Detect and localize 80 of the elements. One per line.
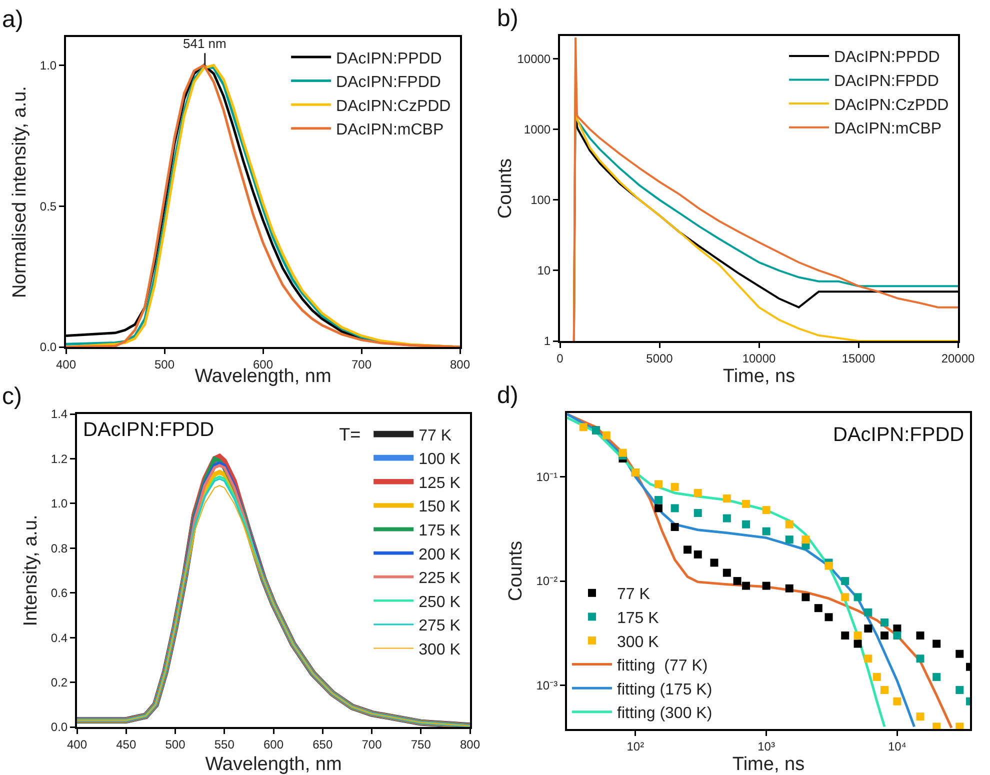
legend-label: 300 K [617,634,660,651]
legend-label: 200 K [418,546,461,564]
x-tick-label: 450 [116,737,136,752]
legend-label: 100 K [418,451,461,468]
x-tick-label: 5000 [646,351,674,366]
legend-label: 125 K [418,474,461,492]
y-tick-label: 0.0 [40,340,57,354]
legend-label: 225 K [418,570,461,588]
y-tick-label: 100 [530,193,551,208]
y-tick-label: 1.2 [50,452,68,466]
x-tick-label: 600 [263,737,284,752]
legend-label: 275 K [418,618,461,635]
y-axis-title: Counts [506,540,527,602]
x-tick-label: 10² [626,739,644,754]
x-tick-label: 10000 [742,351,776,366]
legend-label: 250 K [418,594,461,611]
y-tick-label: 0.5 [40,199,57,214]
legend-label: fitting (175 K) [617,681,712,698]
legend-label: DAcIPN:mCBP [834,120,942,138]
x-tick-label: 400 [56,357,76,372]
x-tick-label: 500 [165,737,186,752]
x-tick-label: 650 [312,737,333,752]
legend-label: DAcIPN:mCBP [336,122,444,139]
y-tick-label: 10 [537,264,551,278]
x-tick-label: 0 [556,351,564,366]
x-tick-label: 10⁴ [888,739,906,754]
y-axis-title: Intensity, a.u. [20,514,42,626]
text: c) [2,383,22,410]
y-tick-label: 0.0 [50,720,68,734]
text: d) [497,382,518,409]
x-axis-title: Time, ns [722,366,796,387]
legend-label: DAcIPN:FPDD [834,72,939,90]
legend-label: DAcIPN:FPDD [336,74,441,92]
x-tick-label: 550 [214,737,235,752]
legend-label: 175 K [617,610,660,627]
legend-title: T= [339,424,361,445]
y-tick-label: 0.6 [50,586,68,600]
y-tick-label: 1.4 [50,407,68,422]
legend-label: 77 K [617,586,650,604]
y-tick-label: 10⁻² [536,574,558,588]
x-tick-label: 700 [362,737,382,752]
x-tick-label: 800 [460,737,480,752]
y-tick-label: 10⁻¹ [536,470,558,484]
legend-label: DAcIPN:PPDD [336,50,442,68]
y-tick-label: 0.8 [50,541,68,556]
legend-label: fitting (300 K) [617,705,712,722]
x-tick-label: 750 [410,737,432,752]
x-axis-title: Time, ns [732,754,805,775]
legend-label: 300 K [418,641,461,658]
annotation: DAcIPN:FPDD [833,424,964,446]
x-tick-label: 700 [351,357,372,372]
y-tick-label: 1.0 [40,58,57,72]
legend-label: fitting (77 K) [617,658,708,675]
annotation: DAcIPN:FPDD [83,419,214,441]
text: a) [2,6,24,33]
legend-label: DAcIPN:CzPDD [834,96,949,114]
legend-label: DAcIPN:CzPDD [336,98,451,115]
x-tick-label: 15000 [842,351,876,366]
y-tick-label: 0.4 [50,630,68,645]
x-tick-label: 400 [66,737,88,752]
annotation: 541 nm [183,36,226,51]
y-axis-title: Counts [495,158,516,219]
y-tick-label: 10000 [517,52,551,66]
y-tick-label: 1 [544,334,551,348]
legend-label: 77 K [418,427,452,444]
x-tick-label: 20000 [941,351,976,366]
legend-label: DAcIPN:PPDD [834,49,940,66]
legend-label: 175 K [418,522,461,540]
x-tick-label: 10³ [758,739,775,754]
text: b) [497,5,518,32]
y-tick-label: 10⁻³ [536,678,558,692]
y-tick-label: 0.2 [50,675,68,690]
x-axis-title: Wavelength, nm [205,754,342,775]
y-tick-label: 1000 [524,122,551,136]
y-axis-title: Normalised intensity, a.u. [9,86,30,298]
x-tick-label: 500 [154,357,175,372]
legend-label: 150 K [418,498,461,516]
y-tick-label: 1.0 [50,496,68,511]
x-tick-label: 600 [252,357,274,372]
x-tick-label: 800 [450,357,470,372]
